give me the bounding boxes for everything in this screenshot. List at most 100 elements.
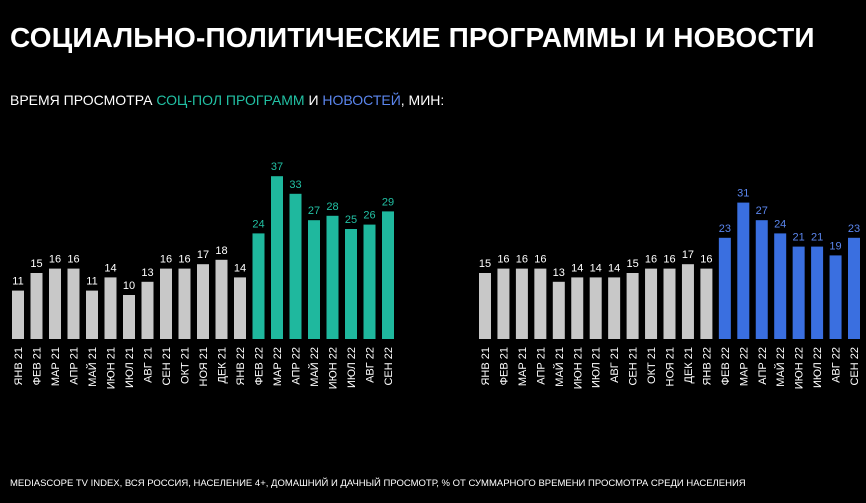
footnote: MEDIASCOPE TV INDEX, ВСЯ РОССИЯ, НАСЕЛЕН…: [10, 478, 746, 489]
value-label: 23: [848, 223, 860, 235]
x-tick-label: АПР 21: [535, 347, 547, 385]
value-label: 19: [829, 240, 841, 252]
bar: [363, 224, 376, 339]
bar: [197, 264, 209, 339]
x-tick-label: ЯНВ 22: [235, 347, 247, 386]
value-label: 16: [663, 254, 675, 266]
x-tick-label: СЕН 22: [849, 347, 861, 386]
value-label: 13: [141, 267, 153, 279]
bar: [737, 202, 750, 339]
bar: [515, 268, 528, 339]
value-label: 24: [252, 218, 264, 230]
bar: [382, 211, 394, 339]
bar: [160, 268, 172, 339]
value-label: 33: [289, 179, 301, 191]
bar: [718, 237, 731, 339]
x-tick-label: АВГ 21: [143, 347, 155, 383]
subtitle-part: ВРЕМЯ ПРОСМОТРА: [10, 92, 157, 108]
x-tick-label: ИЮЛ 21: [591, 347, 603, 388]
bar: [552, 281, 565, 339]
bar: [848, 237, 860, 339]
x-tick-label: СЕН 22: [383, 347, 395, 386]
value-label: 27: [756, 205, 768, 217]
x-tick-label: МАР 22: [738, 347, 750, 386]
x-tick-label: АПР 22: [757, 347, 769, 385]
value-label: 17: [682, 249, 694, 261]
bar: [774, 233, 787, 339]
x-tick-label: МАР 22: [272, 347, 284, 386]
bar: [497, 268, 510, 339]
bar: [571, 277, 584, 339]
value-label: 23: [719, 223, 731, 235]
value-label: 15: [30, 258, 42, 270]
x-tick-label: АВГ 21: [609, 347, 621, 383]
x-tick-label: ИЮЛ 22: [812, 347, 824, 388]
bar: [215, 259, 228, 339]
x-tick-label: СЕН 21: [161, 347, 173, 386]
x-tick-label: ИЮН 21: [106, 347, 118, 389]
bar: [811, 246, 824, 339]
subtitle: ВРЕМЯ ПРОСМОТРА СОЦ-ПОЛ ПРОГРАММ И НОВОС…: [10, 92, 444, 108]
bar: [829, 255, 842, 339]
value-label: 29: [382, 196, 394, 208]
subtitle-part: , МИН:: [400, 92, 445, 108]
x-tick-label: ИЮЛ 21: [124, 347, 136, 388]
value-label: 16: [67, 254, 79, 266]
x-tick-label: ФЕВ 21: [32, 347, 44, 385]
x-tick-label: АПР 21: [69, 347, 81, 385]
x-tick-label: МАЙ 21: [553, 347, 566, 387]
x-tick-label: МАЙ 21: [86, 347, 99, 387]
bar: [626, 273, 639, 339]
value-label: 21: [811, 232, 823, 244]
value-label: 13: [553, 267, 565, 279]
bar: [30, 273, 43, 339]
value-label: 16: [516, 254, 528, 266]
x-tick-label: ОКТ 21: [180, 347, 192, 384]
bar: [534, 268, 547, 339]
value-label: 16: [645, 254, 657, 266]
bar: [326, 215, 339, 339]
value-label: 14: [590, 262, 602, 274]
bar: [123, 295, 135, 339]
bar: [86, 290, 98, 339]
x-tick-label: МАР 21: [517, 347, 529, 386]
bar: [792, 246, 805, 339]
x-tick-label: ДЕК 21: [217, 347, 229, 384]
value-label: 10: [123, 280, 135, 292]
value-label: 31: [737, 188, 749, 200]
bar: [67, 268, 80, 339]
value-label: 17: [197, 249, 209, 261]
bar: [308, 220, 320, 339]
bar: [271, 176, 283, 339]
subtitle-part: НОВОСТЕЙ: [322, 92, 401, 108]
value-label: 15: [479, 258, 491, 270]
bar: [645, 268, 658, 339]
x-tick-label: ИЮН 22: [328, 347, 340, 389]
value-label: 21: [793, 232, 805, 244]
charts: 11 ЯНВ 21 15 ФЕВ 21 16 МАР 21 16 АПР 21 11 МАЙ 21…: [12, 161, 861, 389]
bar: [289, 193, 302, 339]
x-tick-label: ОКТ 21: [646, 347, 658, 384]
value-label: 14: [608, 262, 620, 274]
x-tick-label: ЯНВ 21: [13, 347, 25, 386]
x-tick-label: АВГ 22: [831, 347, 843, 383]
x-tick-label: АВГ 22: [365, 347, 377, 383]
bar: [141, 281, 154, 339]
x-tick-label: ДЕК 21: [683, 347, 695, 384]
value-label: 11: [86, 276, 97, 288]
bar: [345, 229, 357, 339]
bar: [663, 268, 676, 339]
value-label: 16: [178, 254, 190, 266]
value-label: 16: [534, 254, 546, 266]
x-tick-label: ФЕВ 22: [720, 347, 732, 385]
x-tick-label: ИЮН 21: [572, 347, 584, 389]
x-tick-label: МАР 21: [50, 347, 62, 386]
bar: [12, 290, 24, 339]
x-tick-label: МАЙ 22: [308, 347, 321, 387]
x-tick-label: ЯНВ 21: [480, 347, 492, 386]
value-label: 25: [345, 214, 357, 226]
value-label: 18: [215, 245, 227, 257]
value-label: 26: [363, 210, 375, 222]
x-tick-label: ИЮЛ 22: [346, 347, 358, 388]
value-label: 27: [308, 205, 320, 217]
